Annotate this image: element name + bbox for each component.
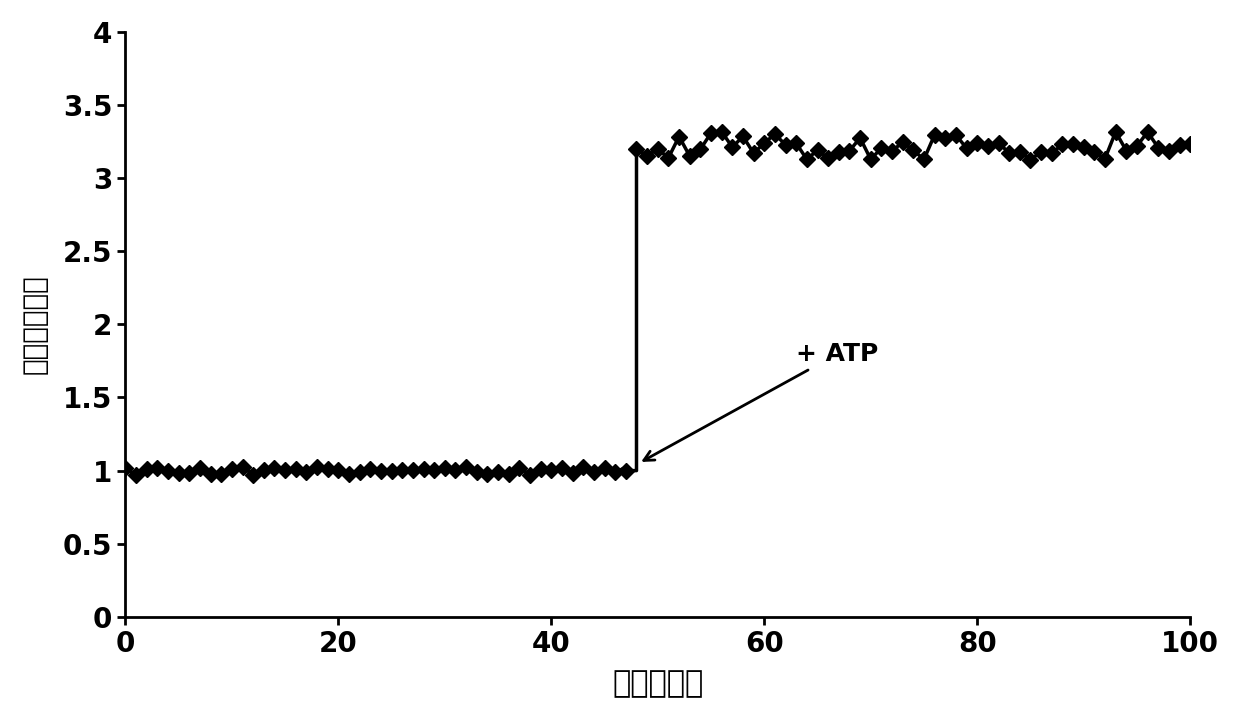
X-axis label: 时间（秒）: 时间（秒） [613, 669, 703, 698]
Y-axis label: 标准荧光强度: 标准荧光强度 [21, 275, 48, 374]
Text: + ATP: + ATP [644, 342, 878, 460]
